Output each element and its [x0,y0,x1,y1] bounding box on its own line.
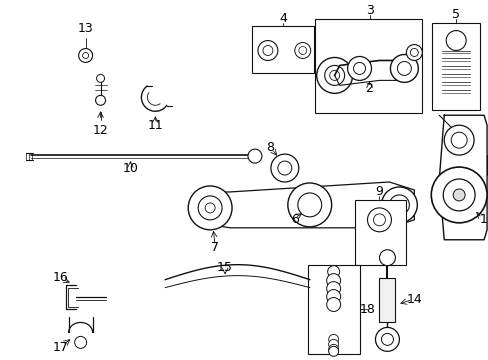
Circle shape [452,189,464,201]
Bar [307,265,359,354]
Circle shape [409,49,417,57]
Bar [354,200,406,265]
Circle shape [298,46,306,54]
Circle shape [397,62,410,75]
Text: 12: 12 [93,124,108,137]
Circle shape [324,66,344,85]
Circle shape [347,57,371,80]
Text: 10: 10 [122,162,138,175]
Text: 8: 8 [265,141,273,154]
Circle shape [379,250,395,266]
Text: 6: 6 [290,213,298,226]
Circle shape [328,346,338,356]
Text: 1: 1 [479,213,487,226]
Circle shape [247,149,262,163]
Circle shape [443,125,473,155]
Circle shape [367,208,390,232]
Circle shape [446,31,465,50]
Circle shape [328,334,338,345]
Circle shape [353,62,365,75]
Text: 17: 17 [53,341,68,354]
Circle shape [287,183,331,227]
Circle shape [450,132,466,148]
Text: 16: 16 [53,271,68,284]
Polygon shape [205,182,413,228]
Circle shape [263,45,272,55]
Circle shape [406,45,422,60]
Circle shape [329,71,339,80]
Circle shape [75,336,86,348]
Circle shape [270,154,298,182]
Circle shape [442,179,474,211]
Circle shape [96,75,104,82]
Bar [314,19,422,113]
Text: 11: 11 [147,119,163,132]
Circle shape [95,95,105,105]
Text: 14: 14 [406,293,421,306]
Circle shape [82,53,88,58]
Circle shape [316,58,352,93]
Circle shape [326,298,340,311]
Circle shape [326,282,340,296]
Circle shape [198,196,222,220]
Text: 7: 7 [211,241,219,254]
Circle shape [375,328,399,351]
Text: 2: 2 [365,82,373,95]
Circle shape [79,49,92,62]
Circle shape [381,187,416,223]
Bar [431,23,479,110]
Text: 3: 3 [365,4,373,17]
Circle shape [389,54,417,82]
Circle shape [258,41,277,60]
Bar [251,26,313,73]
Circle shape [297,193,321,217]
Circle shape [277,161,291,175]
Text: 5: 5 [451,8,459,21]
Circle shape [430,167,486,223]
Text: 13: 13 [78,22,93,35]
Text: 9: 9 [375,185,383,198]
Bar [379,278,395,323]
Circle shape [205,203,215,213]
Circle shape [294,42,310,58]
Circle shape [381,333,393,345]
Circle shape [328,339,338,349]
Text: 4: 4 [278,12,286,25]
Circle shape [328,345,338,354]
Circle shape [188,186,232,230]
Text: 18: 18 [359,303,375,316]
Circle shape [326,274,340,288]
Text: 15: 15 [217,261,233,274]
Circle shape [373,214,385,226]
Circle shape [327,266,339,278]
Circle shape [326,289,340,303]
Circle shape [388,195,408,215]
